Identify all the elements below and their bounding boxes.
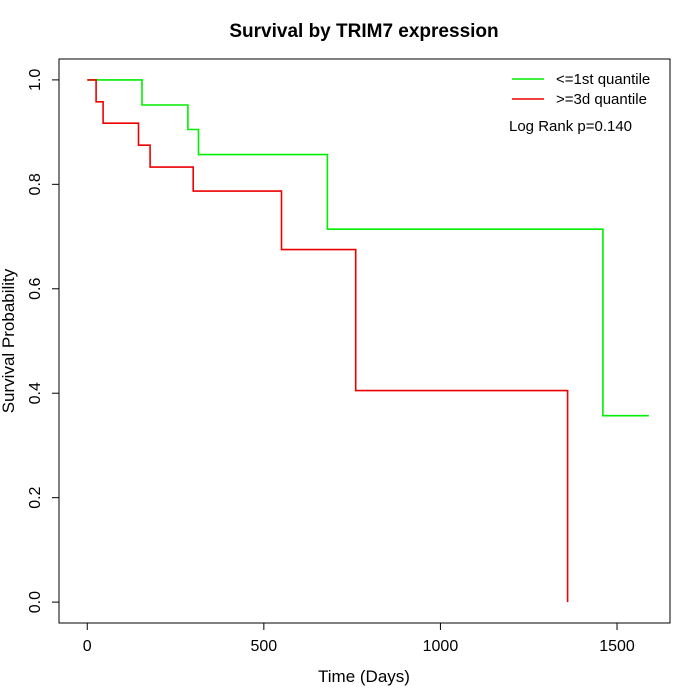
y-tick-label: 0.4 xyxy=(27,382,44,404)
series-layer xyxy=(87,79,649,603)
y-tick-label: 0.2 xyxy=(27,486,44,508)
y-tick-label: 0.8 xyxy=(27,173,44,195)
y-tick-label: 0.6 xyxy=(27,278,44,300)
x-axis: 0 500 1000 1500 xyxy=(83,622,635,655)
y-tick-label: 0.0 xyxy=(27,591,44,613)
x-tick-label: 500 xyxy=(250,638,277,655)
survival-curve-red xyxy=(87,79,569,603)
legend-label-green: <=1st quantile xyxy=(556,71,650,88)
y-axis: 0.0 0.2 0.4 0.6 0.8 1.0 xyxy=(27,69,60,613)
x-tick-label: 0 xyxy=(83,638,92,655)
log-rank-annotation: Log Rank p=0.140 xyxy=(509,118,632,135)
chart-title: Survival by TRIM7 expression xyxy=(229,21,498,42)
plot-frame xyxy=(58,58,671,624)
y-tick-label: 1.0 xyxy=(27,69,44,91)
legend: <=1st quantile >=3d quantile xyxy=(512,71,650,108)
survival-curve-green xyxy=(87,79,649,417)
x-tick-label: 1000 xyxy=(423,638,459,655)
x-tick-label: 1500 xyxy=(599,638,635,655)
y-axis-title: Survival Probability xyxy=(0,268,18,413)
legend-label-red: >=3d quantile xyxy=(556,91,647,108)
x-axis-title: Time (Days) xyxy=(318,667,410,686)
